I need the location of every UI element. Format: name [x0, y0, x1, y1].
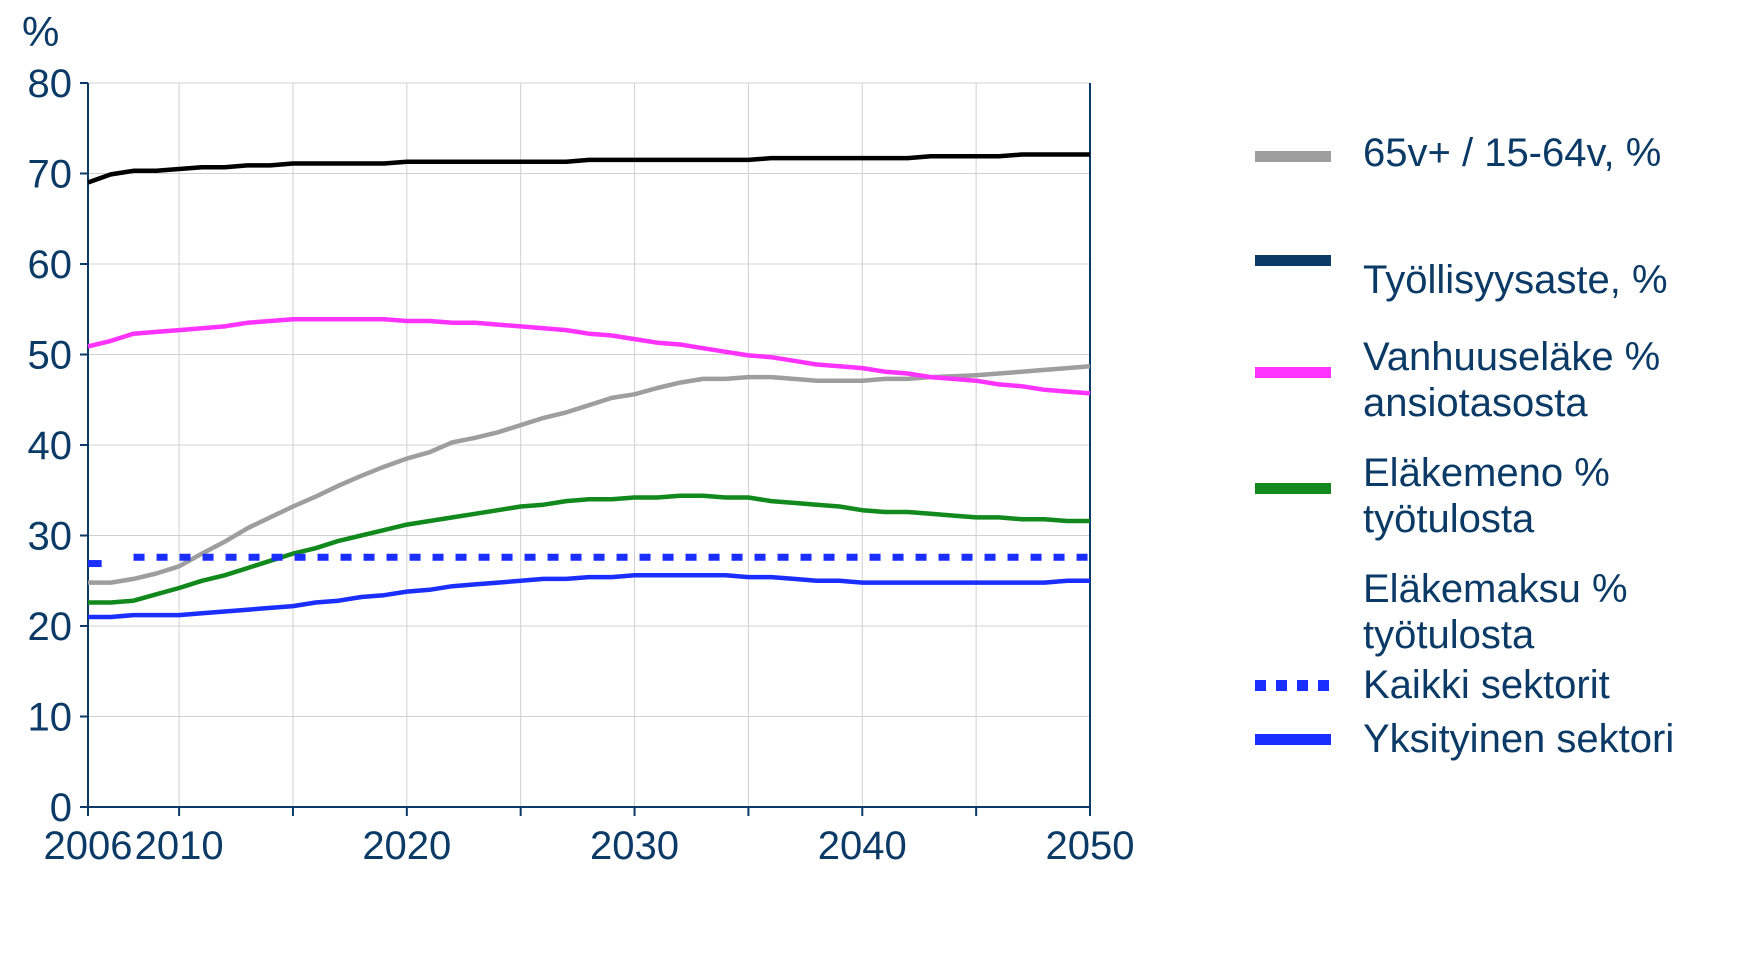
- y-tick-label: 20: [28, 605, 73, 649]
- y-tick-label: 70: [28, 153, 73, 197]
- series-line-2: [87, 316, 1091, 396]
- x-tick-label: 2010: [135, 824, 224, 868]
- legend-label-private-sector: Yksityinen sektori: [1363, 717, 1675, 761]
- y-tick-label: 40: [28, 424, 73, 468]
- y-tick-label: 10: [28, 696, 73, 740]
- legend: 65v+ / 15-64v, % Työllisyysaste, % Vanhu…: [1255, 130, 1755, 850]
- y-tick-labels: 0 10 20 30 40 50 60 70 80: [28, 62, 73, 830]
- legend-swatch-blue: [1255, 734, 1331, 745]
- legend-swatch-grey: [1255, 151, 1331, 162]
- y-tick-label: 50: [28, 334, 73, 378]
- legend-swatch-navy: [1255, 255, 1331, 266]
- y-tick-label: 0: [50, 786, 72, 830]
- y-tick-label: 80: [28, 62, 73, 106]
- y-tick-label: 60: [28, 243, 73, 287]
- series-line-5: [88, 573, 1090, 620]
- legend-heading-contribution: Eläkemaksu % työtulosta: [1363, 567, 1628, 657]
- legend-swatch-magenta: [1255, 367, 1331, 378]
- legend-swatch-blue-dotted: [1255, 680, 1331, 691]
- legend-label-all-sectors: Kaikki sektorit: [1363, 663, 1610, 707]
- x-tick-labels: 2006 2010 2020 2030 2040 2050: [44, 824, 1135, 868]
- legend-label-pension-expenditure: Eläkemeno % työtulosta: [1363, 451, 1610, 541]
- series-lines: [87, 152, 1091, 620]
- y-axis-unit-label: %: [22, 8, 59, 55]
- legend-label-old-age-pension: Vanhuuseläke % ansiotasosta: [1363, 335, 1661, 425]
- x-tick-label: 2050: [1046, 824, 1135, 868]
- legend-label-dependency-ratio: 65v+ / 15-64v, %: [1363, 131, 1662, 175]
- x-tick-label: 2030: [590, 824, 679, 868]
- series-line-1: [87, 152, 1090, 185]
- legend-label-employment-rate: Työllisyysaste, %: [1363, 258, 1668, 302]
- legend-swatch-green: [1255, 483, 1331, 494]
- axes: [80, 82, 1091, 816]
- y-tick-label: 30: [28, 515, 73, 559]
- series-line-0: [88, 364, 1091, 585]
- x-tick-label: 2040: [818, 824, 907, 868]
- gridlines: [88, 82, 1091, 807]
- x-tick-label: 2006: [44, 824, 133, 868]
- x-tick-label: 2020: [362, 824, 451, 868]
- series-line-3: [88, 493, 1090, 605]
